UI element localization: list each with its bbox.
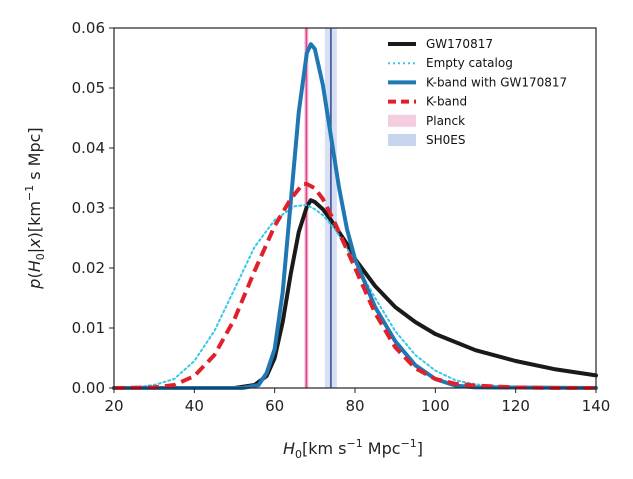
series-layer [112,42,598,390]
series-line-empty-catalog [113,204,597,389]
x-tick-label: 80 [345,397,364,415]
y-tick-label: 0.00 [72,379,105,397]
y-tick-label: 0.03 [72,199,105,217]
legend-label-empty-catalog: Empty catalog [426,56,513,70]
legend-swatch-planck [388,114,416,127]
legend-label-gw170817: GW170817 [426,37,493,51]
y-tick-label: 0.02 [72,259,105,277]
x-axis: 20 40 60 80 100 120 140 [104,388,610,415]
legend-label-planck: Planck [426,114,465,128]
y-tick-label: 0.04 [72,139,105,157]
y-axis: 0.00 0.01 0.02 0.03 0.04 0.05 0.06 [72,19,114,397]
x-tick-label: 40 [185,397,204,415]
x-tick-label: 60 [265,397,284,415]
legend-label-sh0es: SH0ES [426,133,465,147]
x-axis-label: H0[km s−1 Mpc−1] [283,437,423,461]
x-tick-label: 140 [582,397,611,415]
x-tick-label: 20 [104,397,123,415]
legend-label-k-band-with-gw170817: K-band with GW170817 [426,75,567,89]
series-line-k-band-with-gw170817 [112,42,598,390]
series-line-gw170817 [112,198,598,390]
y-tick-label: 0.06 [72,19,105,37]
series-line-k-band [113,182,596,390]
y-axis-label: p(H0|x)[km−1 s Mpc] [23,127,47,289]
y-tick-label: 0.01 [72,319,105,337]
legend-label-k-band: K-band [426,95,467,109]
x-tick-label: 100 [421,397,450,415]
legend: GW170817 Empty catalog K-band with GW17081… [388,37,567,147]
y-tick-label: 0.05 [72,79,105,97]
x-tick-label: 120 [501,397,530,415]
legend-swatch-sh0es [388,134,416,146]
